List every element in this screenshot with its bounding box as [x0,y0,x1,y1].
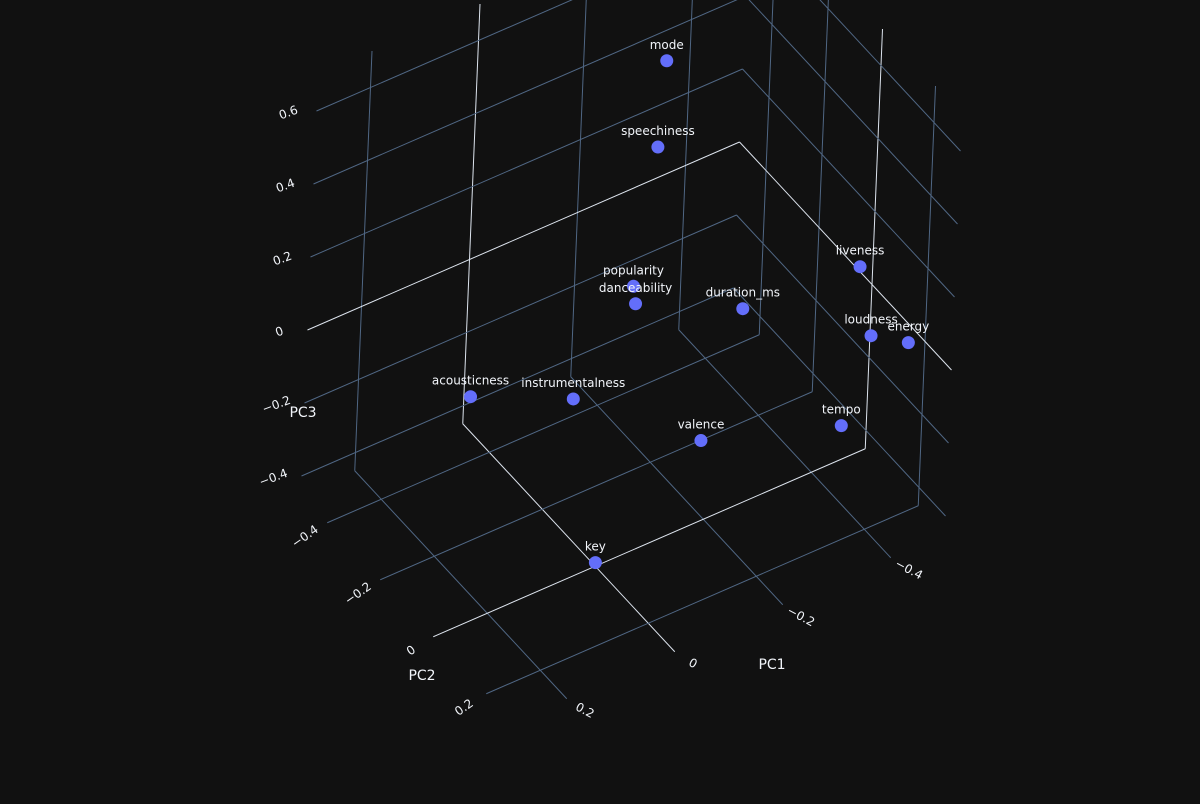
gridline-wall-pc1 [462,3,481,424]
data-point-key[interactable]: key [585,540,606,570]
data-point-instrumentalness[interactable]: instrumentalness [521,376,625,406]
data-point-label: energy [887,320,929,334]
data-point-marker[interactable] [901,336,915,350]
data-point-label: loudness [844,313,897,327]
gridline-wall-pc3 [310,68,743,258]
points-layer: mode speechiness popularity danceability dur… [432,38,929,570]
gridline-wall-pc2 [811,0,829,392]
z-tick-label: −0.2 [260,393,292,416]
data-point-danceability[interactable]: danceability [599,281,672,311]
data-point-label: duration_ms [706,286,780,300]
y-tick-label: −0.4 [289,522,321,550]
data-point-label: valence [678,418,725,432]
gridline-wall-pc1 [354,50,373,471]
gridline-wall-pc3 [733,287,946,517]
gridline-wall-pc2 [758,0,774,335]
gridline-wall-pc2 [917,85,936,506]
gridline-floor-pc1 [570,376,784,606]
data-point-label: mode [650,38,684,52]
gridline-floor-pc2 [433,448,866,638]
gridline-wall-pc3 [819,0,961,152]
gridline-wall-pc3 [313,0,738,185]
data-point-marker[interactable] [588,556,602,570]
data-point-label: tempo [822,403,861,417]
data-point-marker[interactable] [660,54,674,68]
x-tick-label: −0.2 [785,603,817,629]
x-tick-label: −0.4 [893,556,925,582]
gridline-floor-pc1 [354,470,568,700]
z-tick-label: 0.2 [271,249,294,269]
gridline-wall-pc3 [304,214,737,404]
data-point-marker[interactable] [834,419,848,433]
gridline-wall-pc1 [678,0,693,330]
x-tick-label: 0.2 [573,700,596,721]
gridline-floor-pc1 [462,423,676,653]
gridline-floor-pc1 [678,329,892,559]
y-tick-label: 0 [404,642,418,658]
data-point-label: liveness [836,244,885,258]
data-point-marker[interactable] [864,329,878,343]
y-tick-label: 0.2 [452,696,476,718]
z-tick-label: 0.6 [277,103,300,123]
data-point-speechiness[interactable]: speechiness [621,124,695,154]
data-point-marker[interactable] [694,434,708,448]
gridline-wall-pc3 [748,0,958,225]
data-point-label: danceability [599,281,672,295]
z-axis-title: PC3 [289,405,316,421]
data-point-mode[interactable]: mode [650,38,684,68]
data-point-marker[interactable] [566,392,580,406]
gridline-floor-pc2 [327,334,760,524]
data-point-loudness[interactable]: loudness [844,313,898,343]
y-axis-title: PC2 [408,668,435,684]
z-tick-label: 0 [273,324,285,340]
data-point-acousticness[interactable]: acousticness [432,374,509,404]
z-tick-label: 0.4 [274,176,297,196]
gridline-wall-pc3 [742,68,955,298]
gridline-wall-pc3 [316,0,573,112]
gridline-wall-pc1 [570,0,587,377]
data-point-marker[interactable] [629,297,643,311]
z-tick-label: −0.4 [257,466,289,489]
data-point-label: acousticness [432,374,509,388]
data-point-liveness[interactable]: liveness [836,244,885,274]
grid-layer [301,0,961,700]
data-point-label: popularity [603,263,664,277]
x-axis-title: PC1 [758,657,785,673]
data-point-valence[interactable]: valence [678,418,725,448]
data-point-tempo[interactable]: tempo [822,403,861,433]
data-point-label: key [585,540,606,554]
gridline-wall-pc3 [736,214,949,444]
data-point-marker[interactable] [651,140,665,154]
x-tick-label: 0 [686,655,699,671]
gridline-wall-pc3 [301,287,734,477]
data-point-popularity[interactable]: popularity [603,263,664,293]
y-tick-label: −0.2 [342,579,374,607]
data-point-duration_ms[interactable]: duration_ms [706,286,780,316]
data-point-marker[interactable] [736,302,750,316]
gridline-floor-pc2 [380,391,813,581]
data-point-label: speechiness [621,124,695,138]
data-point-marker[interactable] [627,279,640,293]
data-point-marker[interactable] [853,260,867,274]
axis-title-layer: PC1 PC2 PC3 [289,405,785,684]
data-point-energy[interactable]: energy [887,320,929,350]
data-point-marker[interactable] [464,390,478,404]
data-point-label: instrumentalness [521,376,625,390]
gridline-wall-pc3 [307,141,740,331]
gridline-wall-pc2 [864,28,883,449]
gridline-wall-pc3 [739,141,952,371]
gridline-floor-pc2 [486,505,919,695]
